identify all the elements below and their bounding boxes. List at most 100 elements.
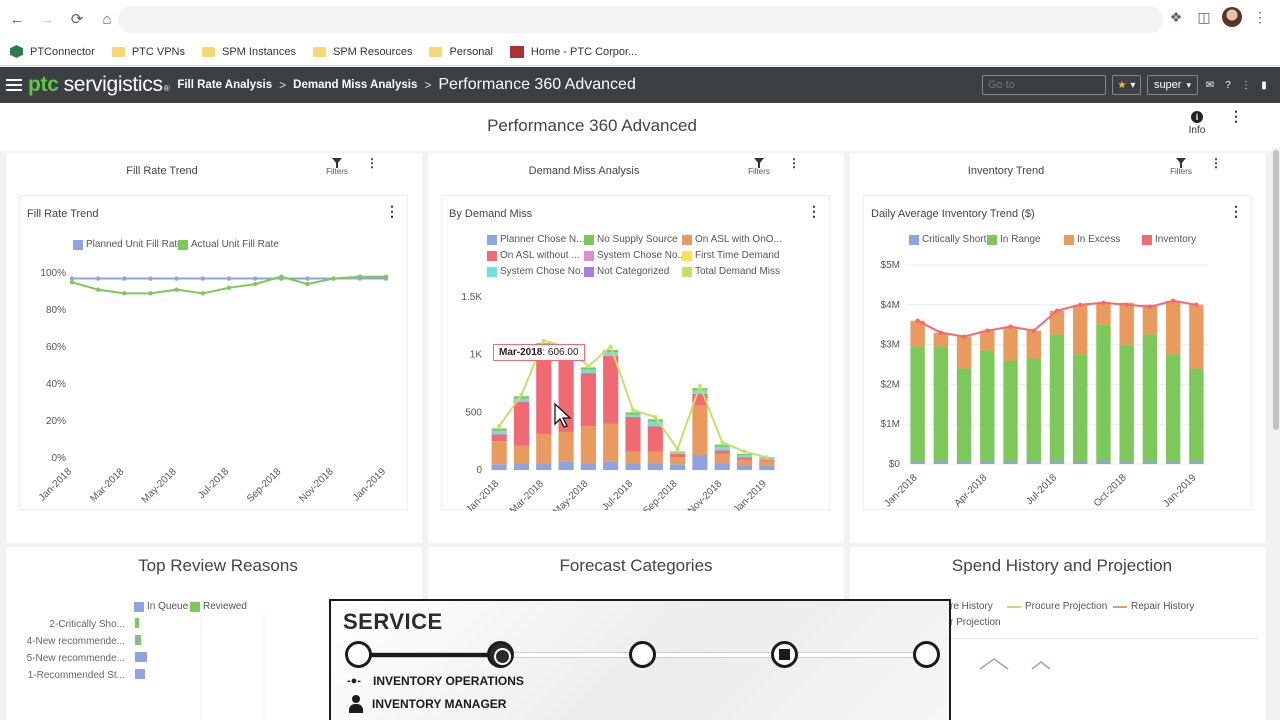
breadcrumb-fill-rate[interactable]: Fill Rate Analysis (177, 79, 273, 91)
bar-segment (956, 462, 972, 464)
legend-item[interactable]: Planner Chose N... (487, 234, 585, 245)
bookmark-home-ptc[interactable]: Home - PTC Corpor... (509, 45, 637, 58)
bar-segment (910, 462, 925, 464)
legend-item[interactable]: Planned Unit Fill Rate (73, 239, 183, 250)
legend-item[interactable]: Inventory (1142, 234, 1196, 245)
card-more-icon[interactable]: ⋮ (385, 203, 399, 219)
portlet-more-icon[interactable]: ⋮ (1210, 156, 1222, 170)
filters-button[interactable]: Filters (325, 158, 349, 176)
user-menu-button[interactable]: super ▾ (1146, 75, 1198, 95)
bookmark-ptc-vpns[interactable]: PTC VPNs (111, 46, 185, 58)
browser-menu-icon[interactable]: ⋮ (1253, 8, 1267, 25)
bar-segment (670, 464, 686, 470)
lock-icon[interactable]: ▮ (1261, 79, 1267, 91)
home-icon[interactable]: ⌂ (102, 10, 112, 28)
extensions-icon[interactable]: ❖ (1169, 8, 1183, 25)
x-tick-label: Jan-2018 (464, 478, 502, 511)
bar-segment (1096, 462, 1111, 464)
forward-icon[interactable]: → (39, 10, 55, 28)
legend-item[interactable]: Not Categorized (584, 266, 669, 277)
favorites-button[interactable]: ★ ▾ (1111, 75, 1141, 95)
data-point (95, 287, 101, 292)
y-tick-label: 20% (46, 416, 66, 427)
back-icon[interactable]: ← (9, 10, 25, 28)
legend-item[interactable]: Total Demand Miss (682, 266, 780, 277)
y-tick-label: 1K (470, 350, 483, 361)
x-tick-label: Oct-2018 (1092, 472, 1129, 509)
chevron-down-icon: ▾ (1186, 79, 1191, 90)
bar-segment (692, 393, 708, 406)
y-tick-label: 100% (40, 268, 66, 279)
top-review-chart: 2-Critically Sho... 4-New recommende... 5-… (27, 615, 265, 720)
page-scrollbar[interactable] (1272, 148, 1280, 720)
legend-item[interactable]: r Projection (950, 617, 1001, 628)
legend-item[interactable]: Reviewed (190, 601, 247, 612)
legend-item[interactable]: In Excess (1064, 234, 1120, 245)
legend-item[interactable]: re History (950, 601, 993, 612)
bar-segment (625, 414, 641, 417)
legend-item[interactable]: On ASL without ... (487, 250, 580, 261)
info-button[interactable]: i Info (1186, 111, 1208, 136)
card-more-icon[interactable]: ⋮ (807, 203, 821, 219)
profile-avatar[interactable] (1222, 7, 1242, 27)
reload-icon[interactable]: ⟳ (70, 11, 84, 28)
legend-item[interactable]: In Queue (134, 601, 188, 612)
bar-in-queue (135, 669, 145, 679)
bar-segment (759, 465, 775, 470)
breadcrumb-demand-miss[interactable]: Demand Miss Analysis (293, 79, 418, 91)
legend-item[interactable]: On ASL with OnO... (682, 234, 782, 245)
bar-segment (1165, 300, 1181, 355)
bar-segment (714, 450, 730, 454)
legend-item[interactable]: In Range (987, 234, 1041, 245)
more-icon[interactable]: ⋮ (1241, 79, 1251, 91)
page-more-icon[interactable]: ⋮ (1229, 108, 1243, 124)
portlet-more-icon[interactable]: ⋮ (366, 156, 378, 170)
bar-segment (1003, 360, 1018, 463)
scroll-thumb[interactable] (1273, 150, 1279, 430)
data-point (252, 281, 258, 287)
legend-item[interactable]: No Supply Source (584, 234, 678, 245)
mail-icon[interactable]: ✉ (1205, 79, 1215, 91)
bar-segment (1049, 462, 1065, 464)
legend-item[interactable]: System Chose No... (584, 250, 686, 261)
legend-item[interactable]: Critically Short (909, 234, 986, 245)
bar-segment (933, 462, 949, 464)
x-tick-label: Nov-2018 (297, 466, 336, 505)
bar-segment (625, 463, 641, 470)
legend-item[interactable]: Actual Unit Fill Rate (178, 239, 279, 250)
x-tick-label: Jan-2018 (37, 466, 75, 504)
bar-segment (736, 459, 753, 466)
goto-input[interactable] (981, 75, 1106, 95)
legend-item[interactable]: Procure Projection (1007, 601, 1107, 612)
legend-item[interactable]: First Time Demand (682, 250, 779, 261)
card-more-icon[interactable]: ⋮ (1229, 203, 1243, 219)
inventory-legend: Critically Short In Range In Excess Inve… (864, 234, 1253, 248)
portlet-more-icon[interactable]: ⋮ (788, 156, 800, 170)
y-tick-label: 80% (46, 305, 66, 316)
row-label: 2-Critically Sho... (49, 619, 125, 630)
bookmark-ptconnector[interactable]: PTConnector (10, 45, 95, 58)
hamburger-menu-icon[interactable] (6, 79, 22, 91)
fill-rate-chart: 0% 20% 40% 60% 80% 100% Jan-2018 Mar-2018 May-20… (37, 268, 389, 506)
legend-item[interactable]: System Chose No... (487, 266, 589, 277)
breadcrumb-current: Performance 360 Advanced (438, 76, 636, 93)
spend-series-line (979, 658, 1009, 670)
bar-segment (736, 457, 753, 460)
bookmark-spm-resources[interactable]: SPM Resources (312, 46, 412, 58)
side-panel-icon[interactable]: ◫ (1197, 8, 1211, 25)
legend-item[interactable]: Repair History (1113, 601, 1194, 612)
bookmark-personal[interactable]: Personal (429, 46, 493, 58)
bar-segment (603, 355, 619, 424)
filters-button[interactable]: Filters (1169, 158, 1193, 176)
inventory-point (1008, 324, 1013, 329)
mouse-cursor-icon (554, 403, 572, 428)
filters-button[interactable]: Filters (747, 158, 771, 176)
address-bar[interactable] (118, 6, 1163, 33)
bar-segment (1026, 358, 1041, 463)
help-icon[interactable]: ? (1225, 79, 1231, 91)
bookmark-spm-instances[interactable]: SPM Instances (202, 46, 296, 58)
total-point (497, 424, 502, 429)
inventory-point (1124, 302, 1129, 307)
data-point (331, 276, 336, 281)
